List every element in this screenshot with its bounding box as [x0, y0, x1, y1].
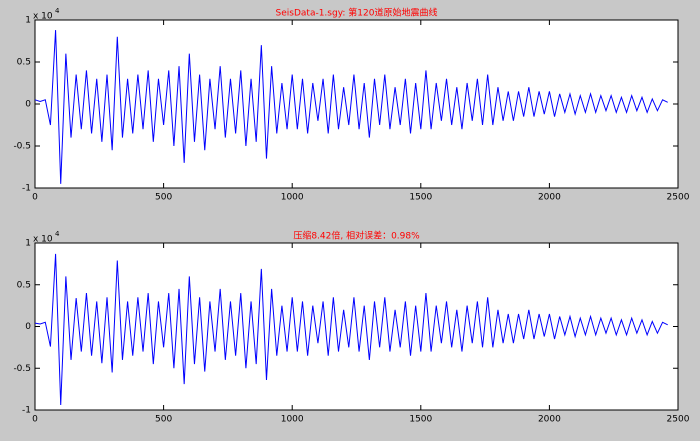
x-tick-label: 500 [155, 415, 172, 425]
y-tick-label: -1 [22, 406, 31, 416]
x-tick-label: 1000 [281, 415, 304, 425]
chart-title: SeisData-1.sgy: 第120道原始地震曲线 [276, 7, 438, 19]
seismic-trace [34, 253, 668, 406]
x-tick-label: 2500 [667, 415, 690, 425]
y-tick-label: 0.5 [17, 58, 31, 68]
y-multiplier: x 10 [33, 235, 53, 245]
y-tick-label: -1 [22, 184, 31, 194]
x-tick-label: 0 [32, 415, 38, 425]
y-multiplier-exponent: 4 [55, 7, 60, 15]
y-tick-label: -0.5 [13, 364, 31, 374]
x-tick-label: 1000 [281, 193, 304, 203]
y-tick-label: 0 [25, 100, 31, 110]
y-tick-label: 0.5 [17, 280, 31, 290]
chart-title: 压缩8.42倍, 相对误差：0.98% [293, 230, 420, 242]
x-tick-label: 500 [155, 193, 172, 203]
y-multiplier-exponent: 4 [55, 230, 60, 238]
x-tick-label: 2000 [538, 415, 561, 425]
y-tick-label: 1 [25, 239, 31, 249]
y-multiplier: x 10 [33, 12, 53, 22]
x-tick-label: 1500 [409, 193, 432, 203]
y-tick-label: 1 [25, 16, 31, 26]
y-tick-label: 0 [25, 322, 31, 332]
x-tick-label: 2000 [538, 193, 561, 203]
x-tick-label: 0 [32, 193, 38, 203]
seismic-trace [34, 30, 668, 184]
x-tick-label: 1500 [409, 415, 432, 425]
y-tick-label: -0.5 [13, 142, 31, 152]
x-tick-label: 2500 [667, 193, 690, 203]
